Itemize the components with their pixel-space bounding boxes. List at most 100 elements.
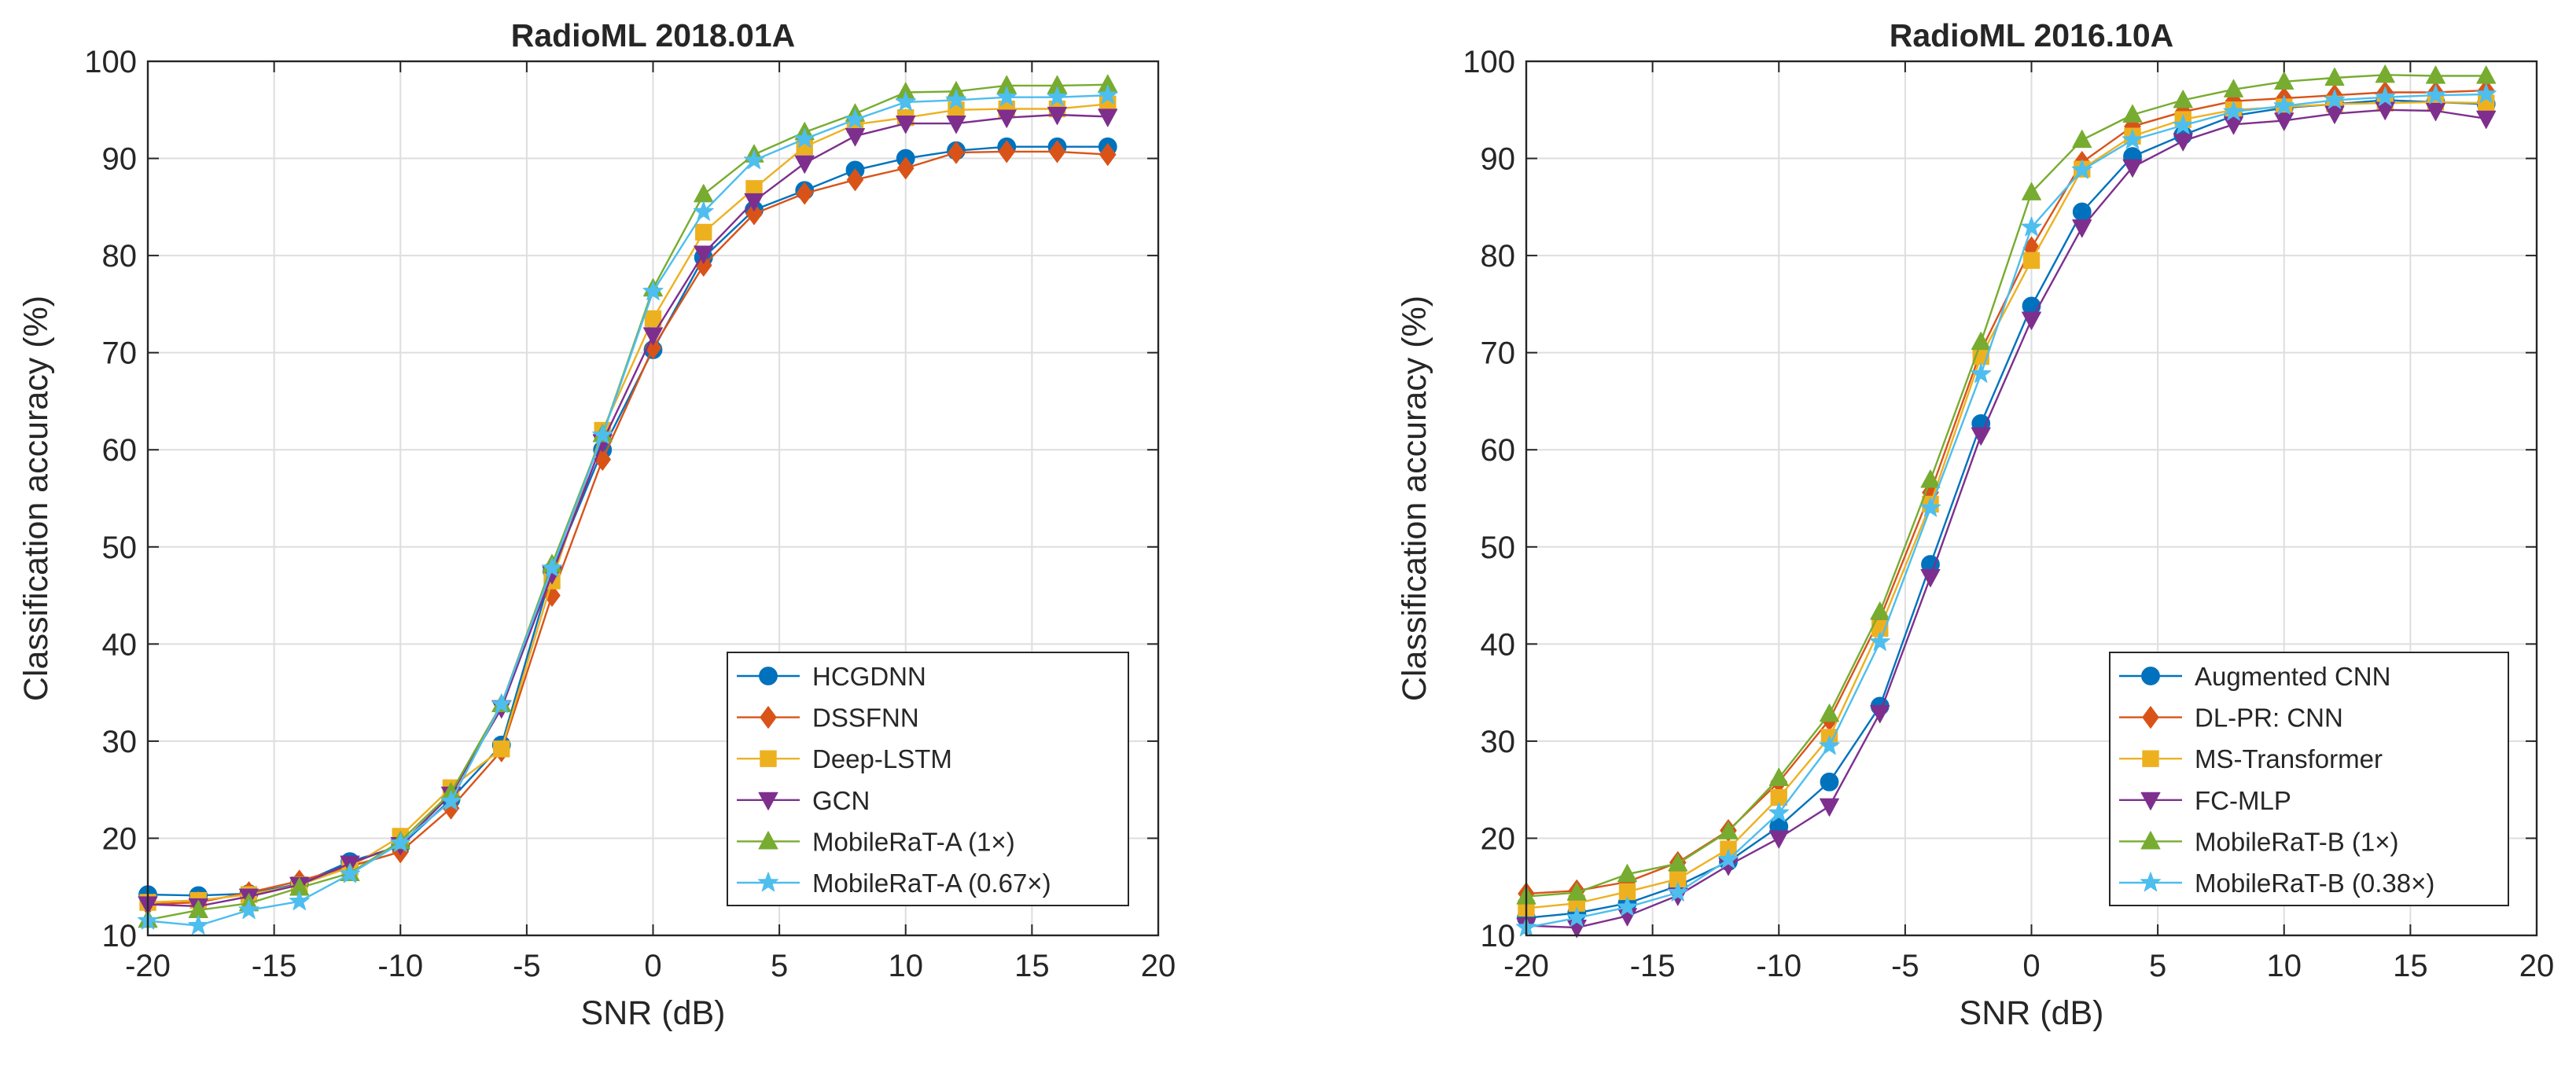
data-point: [2224, 79, 2243, 97]
x-tick-label: -20: [125, 949, 171, 983]
chart-panel-1: -20 -15 -10 -5 0 5 10 15 20 10 20 30 40 50 60 70 80 90 100…: [17, 17, 1176, 1032]
legend-marker: [759, 667, 778, 685]
legend-entry-6: MobileRaT-A (0.67×): [737, 869, 1051, 898]
legend-marker: [2142, 706, 2159, 729]
data-point: [2274, 112, 2294, 131]
legend: Augmented CNN DL-PR: CNN MS-Transformer FC-…: [2109, 652, 2509, 906]
data-point: [541, 557, 563, 578]
data-point: [945, 89, 967, 109]
data-point: [2072, 219, 2092, 238]
data-point: [2476, 110, 2497, 129]
data-point: [743, 149, 765, 170]
legend-marker: [758, 831, 778, 850]
data-point: [796, 182, 813, 205]
y-tick-label: 30: [1481, 725, 1516, 759]
data-point: [745, 202, 763, 226]
data-point: [442, 796, 460, 820]
data-point: [1768, 802, 1790, 822]
x-tick-label: -15: [1630, 949, 1676, 983]
data-point: [948, 141, 965, 164]
legend-entry-4: FC-MLP: [2119, 786, 2291, 815]
y-tick-label: 100: [1463, 45, 1515, 79]
data-point: [1920, 568, 1941, 588]
legend-marker: [2141, 667, 2160, 685]
data-point: [592, 424, 613, 444]
data-point: [1566, 907, 1588, 927]
legend-label: Deep-LSTM: [812, 744, 952, 773]
data-point: [996, 86, 1018, 106]
x-tick-label: 10: [2267, 949, 2302, 983]
data-point: [491, 693, 512, 714]
legend-marker: [760, 706, 777, 729]
data-point: [642, 281, 664, 300]
series-5: [1516, 64, 2497, 905]
series-line: [1525, 93, 2486, 929]
legend-marker: [2140, 792, 2161, 810]
data-point: [2022, 252, 2041, 269]
data-point: [946, 115, 966, 134]
data-point: [2072, 129, 2092, 149]
y-tick-label: 40: [1481, 627, 1516, 662]
x-tick-label: 0: [644, 949, 661, 983]
legend-label: HCGDNN: [812, 662, 926, 691]
data-point: [1047, 106, 1067, 126]
data-point: [2324, 89, 2346, 109]
legend-label: MobileRaT-B (1×): [2195, 827, 2399, 856]
data-point: [845, 128, 865, 147]
x-tick-label: 20: [1141, 949, 1176, 983]
chart-title: RadioML 2018.01A: [511, 17, 796, 53]
legend-marker: [760, 750, 777, 767]
y-tick-label: 70: [1481, 336, 1516, 371]
data-point: [2173, 90, 2193, 108]
data-point: [2475, 83, 2497, 104]
data-point: [846, 168, 864, 192]
data-point: [2476, 65, 2497, 84]
x-axis-label: SNR (dB): [581, 994, 726, 1032]
series-line: [1525, 74, 2486, 898]
legend-label: MobileRaT-A (1×): [812, 827, 1015, 856]
data-point: [1047, 86, 1068, 106]
data-point: [744, 193, 764, 212]
y-tick-label: 30: [102, 725, 138, 759]
data-point: [2375, 86, 2396, 106]
legend-entry-2: DSSFNN: [737, 703, 919, 733]
x-tick-label: 5: [771, 949, 788, 983]
data-point: [188, 914, 209, 935]
data-point: [238, 899, 259, 920]
legend-marker: [757, 872, 779, 892]
y-tick-label: 80: [1481, 239, 1516, 274]
legend-box: [727, 652, 1129, 906]
x-tick-label: -15: [252, 949, 297, 983]
y-tick-label: 40: [102, 627, 138, 662]
data-point: [695, 223, 712, 241]
data-point: [1667, 881, 1688, 902]
data-point: [1869, 631, 1890, 651]
chart-panel-2: -20 -15 -10 -5 0 5 10 15 20 10 20 30 40 50 60 70 80 90 100…: [1396, 17, 2554, 1032]
legend-entry-5: MobileRaT-B (1×): [2119, 827, 2399, 856]
data-point: [2223, 101, 2244, 121]
x-tick-label: 0: [2022, 949, 2040, 983]
data-point: [895, 91, 916, 112]
y-tick-label: 20: [102, 821, 138, 856]
x-tick-label: -5: [1891, 949, 1919, 983]
y-tick-label: 50: [1481, 531, 1516, 565]
data-point: [1971, 363, 1992, 383]
x-tick-label: -20: [1503, 949, 1549, 983]
y-tick-label: 70: [102, 336, 138, 371]
legend-label: GCN: [812, 786, 870, 815]
legend-entry-1: Augmented CNN: [2119, 662, 2390, 691]
y-tick-label: 10: [102, 919, 138, 953]
legend-label: MobileRaT-B (0.38×): [2195, 869, 2434, 898]
data-point: [845, 108, 866, 129]
data-point: [1768, 767, 1789, 786]
legend-label: DL-PR: CNN: [2195, 703, 2343, 733]
x-tick-label: -5: [513, 949, 541, 983]
y-tick-label: 50: [102, 531, 138, 565]
data-point: [289, 891, 310, 910]
data-point: [2273, 95, 2294, 115]
data-point: [794, 128, 815, 148]
legend-box: [2109, 652, 2509, 906]
data-point: [2071, 159, 2092, 179]
legend-marker: [2140, 872, 2162, 892]
